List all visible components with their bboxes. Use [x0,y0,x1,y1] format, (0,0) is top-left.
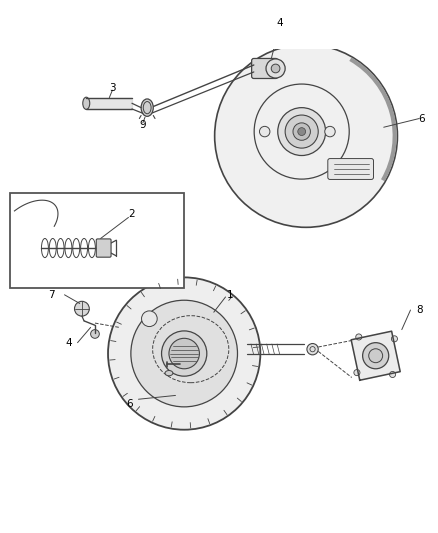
Circle shape [363,343,389,369]
FancyBboxPatch shape [252,59,278,78]
Circle shape [356,334,362,340]
Ellipse shape [83,97,90,109]
Circle shape [285,115,318,148]
Circle shape [271,64,280,73]
FancyBboxPatch shape [328,158,374,180]
Text: 6: 6 [127,399,133,409]
Circle shape [392,336,398,342]
Circle shape [108,277,260,430]
Circle shape [298,128,306,135]
Circle shape [259,126,270,137]
Bar [10,192,184,288]
Text: 3: 3 [109,83,116,93]
Ellipse shape [165,370,173,376]
Circle shape [307,344,318,355]
Circle shape [91,329,99,338]
Polygon shape [351,331,400,380]
Circle shape [389,372,396,377]
Circle shape [74,301,89,316]
Circle shape [354,369,360,376]
Circle shape [369,349,383,362]
Ellipse shape [141,99,153,116]
Circle shape [266,59,285,78]
Text: 1: 1 [226,290,233,300]
Circle shape [325,126,335,137]
Text: 4: 4 [277,18,283,28]
Text: 9: 9 [140,120,146,130]
FancyBboxPatch shape [96,239,111,257]
Circle shape [162,331,207,376]
Text: 4: 4 [66,338,72,348]
Circle shape [278,108,325,156]
Circle shape [293,123,311,140]
Circle shape [131,300,237,407]
Circle shape [215,45,397,228]
Circle shape [169,338,199,369]
Text: 8: 8 [416,305,423,315]
Text: 2: 2 [129,208,135,219]
Text: 7: 7 [48,290,55,300]
Text: 6: 6 [418,114,425,124]
Circle shape [141,311,157,327]
